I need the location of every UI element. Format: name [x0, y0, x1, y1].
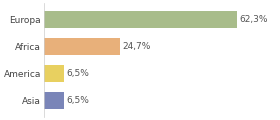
Text: 62,3%: 62,3% [240, 15, 268, 24]
Bar [44, 92, 64, 109]
Bar [44, 65, 64, 82]
Bar [44, 11, 237, 28]
Bar [44, 38, 120, 55]
Text: 6,5%: 6,5% [66, 69, 89, 78]
Text: 24,7%: 24,7% [123, 42, 151, 51]
Text: 6,5%: 6,5% [66, 96, 89, 105]
